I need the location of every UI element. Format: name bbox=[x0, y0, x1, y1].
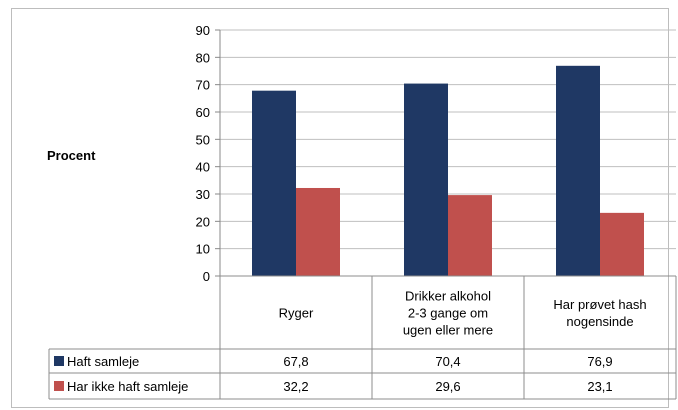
data-label: 67,8 bbox=[283, 354, 308, 369]
y-tick-label: 80 bbox=[196, 50, 210, 65]
data-label: 76,9 bbox=[587, 354, 612, 369]
x-category-label: 2-3 gange om bbox=[408, 306, 488, 321]
data-label: 29,6 bbox=[435, 379, 460, 394]
legend-label: Haft samleje bbox=[67, 354, 139, 369]
y-tick-label: 70 bbox=[196, 78, 210, 93]
y-tick-label: 30 bbox=[196, 187, 210, 202]
data-label: 23,1 bbox=[587, 379, 612, 394]
y-tick-label: 60 bbox=[196, 105, 210, 120]
x-category-label: Drikker alkohol bbox=[405, 289, 491, 304]
x-category-label: nogensinde bbox=[566, 314, 633, 329]
legend-label: Har ikke haft samleje bbox=[67, 379, 188, 394]
y-tick-label: 20 bbox=[196, 214, 210, 229]
y-tick-label: 50 bbox=[196, 132, 210, 147]
y-tick-label: 0 bbox=[203, 269, 210, 284]
x-category-label: ugen eller mere bbox=[403, 323, 493, 338]
data-table: Ryger Drikker alkohol 2-3 gange om ugen ell… bbox=[48, 275, 677, 400]
bar bbox=[600, 212, 644, 276]
bar bbox=[404, 83, 448, 276]
bar bbox=[296, 187, 340, 276]
bar bbox=[252, 90, 296, 277]
legend-swatch bbox=[54, 381, 64, 391]
x-category-label: Har prøvet hash bbox=[553, 297, 646, 312]
data-label: 32,2 bbox=[283, 379, 308, 394]
y-tick-label: 10 bbox=[196, 242, 210, 257]
y-axis-label: Procent bbox=[47, 148, 96, 163]
y-tick-label: 40 bbox=[196, 160, 210, 175]
axes: 0 10 20 30 40 50 60 70 80 90 bbox=[196, 23, 221, 284]
y-tick-label: 90 bbox=[196, 23, 210, 38]
bar bbox=[448, 195, 492, 276]
legend-swatch bbox=[54, 356, 64, 366]
bar bbox=[556, 65, 600, 276]
data-label: 70,4 bbox=[435, 354, 460, 369]
x-category-label: Ryger bbox=[279, 306, 314, 321]
bars bbox=[252, 65, 644, 277]
